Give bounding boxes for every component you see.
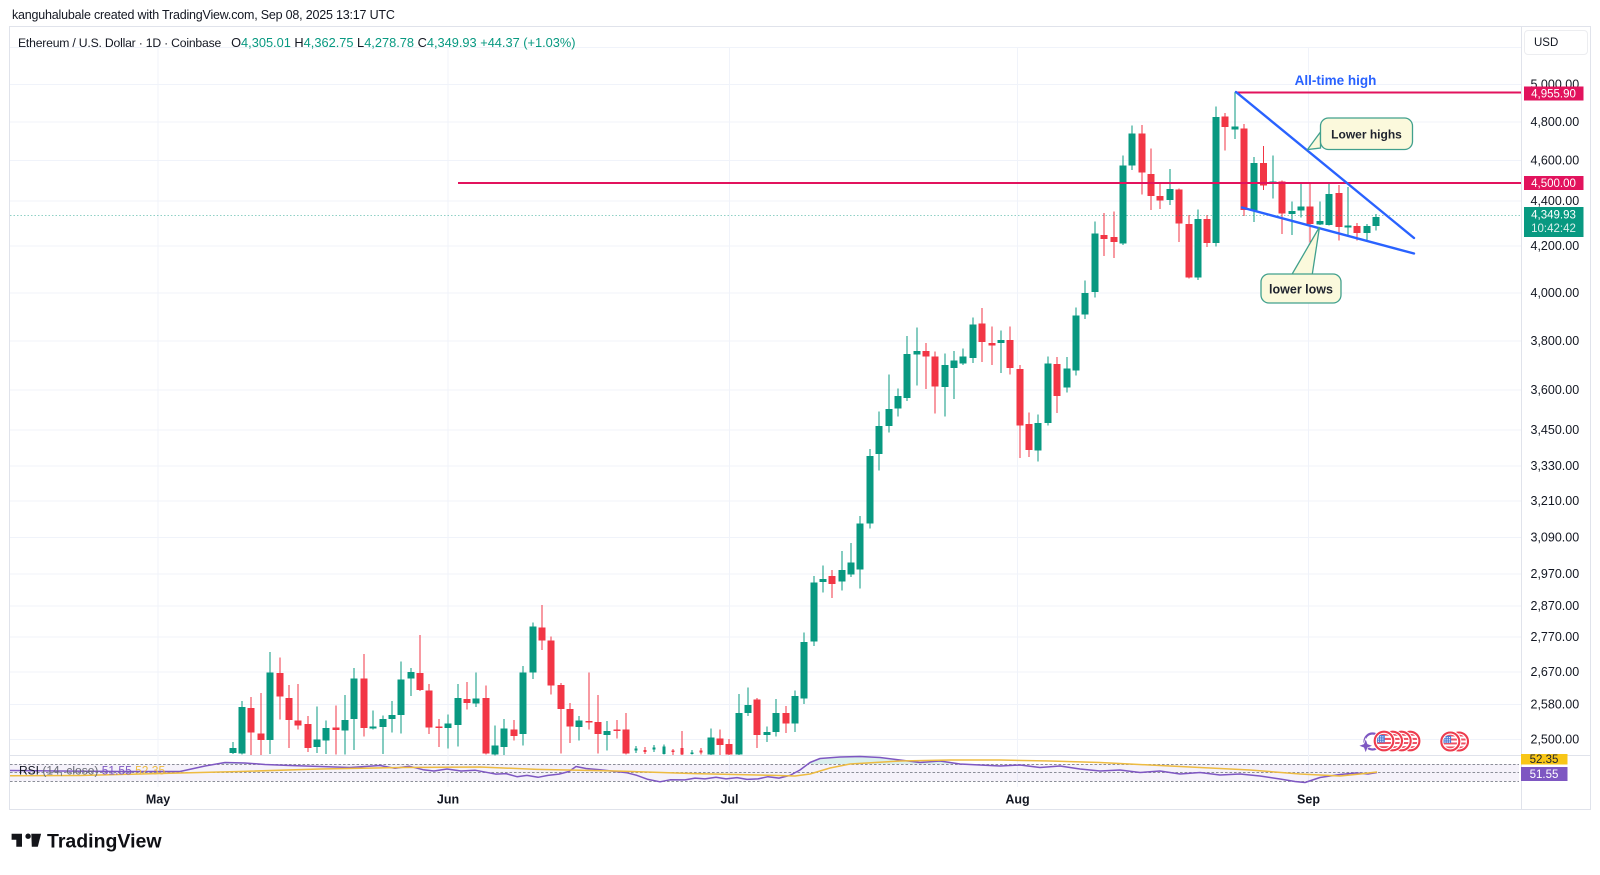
- svg-text:4,955.90: 4,955.90: [1531, 89, 1576, 101]
- svg-text:4,500.00: 4,500.00: [1531, 178, 1576, 190]
- svg-text:May: May: [146, 793, 170, 807]
- svg-text:3,330.00: 3,330.00: [1531, 459, 1580, 473]
- svg-text:51.55: 51.55: [1530, 769, 1559, 781]
- svg-text:4,200.00: 4,200.00: [1531, 239, 1580, 253]
- svg-text:4,800.00: 4,800.00: [1531, 115, 1580, 129]
- svg-text:3,600.00: 3,600.00: [1531, 383, 1580, 397]
- svg-text:Sep: Sep: [1297, 793, 1320, 807]
- svg-text:3,800.00: 3,800.00: [1531, 334, 1580, 348]
- svg-text:52.35: 52.35: [1530, 754, 1559, 766]
- svg-text:2,670.00: 2,670.00: [1531, 665, 1580, 679]
- svg-text:TradingView: TradingView: [47, 831, 162, 853]
- svg-text:2,870.00: 2,870.00: [1531, 599, 1580, 613]
- svg-text:lower lows: lower lows: [1269, 283, 1333, 297]
- svg-text:4,400.00: 4,400.00: [1531, 194, 1580, 208]
- svg-text:RSI (14, close) 51.55 52.35: RSI (14, close) 51.55 52.35: [19, 764, 165, 778]
- svg-text:Aug: Aug: [1005, 793, 1029, 807]
- svg-text:Lower highs: Lower highs: [1331, 128, 1402, 142]
- svg-text:2,500.00: 2,500.00: [1531, 733, 1580, 747]
- svg-text:3,210.00: 3,210.00: [1531, 494, 1580, 508]
- svg-text:2,970.00: 2,970.00: [1531, 567, 1580, 581]
- svg-text:All-time high: All-time high: [1295, 73, 1377, 88]
- svg-text:3,450.00: 3,450.00: [1531, 423, 1580, 437]
- svg-text:4,600.00: 4,600.00: [1531, 154, 1580, 168]
- svg-text:Jun: Jun: [437, 793, 459, 807]
- svg-text:4,349.93: 4,349.93: [1531, 210, 1576, 222]
- svg-text:10:42:42: 10:42:42: [1531, 223, 1576, 235]
- svg-text:2,580.00: 2,580.00: [1531, 698, 1580, 712]
- svg-text:2,770.00: 2,770.00: [1531, 630, 1580, 644]
- svg-text:4,000.00: 4,000.00: [1531, 286, 1580, 300]
- svg-text:Jul: Jul: [720, 793, 738, 807]
- svg-text:3,090.00: 3,090.00: [1531, 531, 1580, 545]
